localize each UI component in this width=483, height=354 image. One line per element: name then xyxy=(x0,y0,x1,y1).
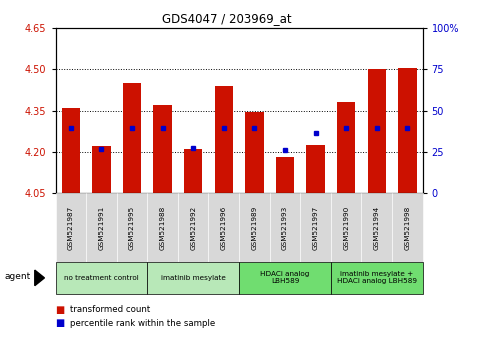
Bar xyxy=(154,105,172,193)
Text: GSM521997: GSM521997 xyxy=(313,205,319,250)
Polygon shape xyxy=(35,270,44,286)
Text: HDACi analog
LBH589: HDACi analog LBH589 xyxy=(260,272,310,284)
Text: ■: ■ xyxy=(56,305,65,315)
Text: GSM521993: GSM521993 xyxy=(282,205,288,250)
Text: no treatment control: no treatment control xyxy=(64,275,139,281)
Text: imatinib mesylate: imatinib mesylate xyxy=(161,275,226,281)
Text: GSM521989: GSM521989 xyxy=(251,205,257,250)
Bar xyxy=(184,149,202,193)
Text: GDS4047 / 203969_at: GDS4047 / 203969_at xyxy=(162,12,292,25)
Text: GSM521996: GSM521996 xyxy=(221,205,227,250)
Bar xyxy=(214,86,233,193)
Text: GSM521990: GSM521990 xyxy=(343,205,349,250)
Bar xyxy=(62,108,80,193)
Bar xyxy=(245,112,264,193)
Text: transformed count: transformed count xyxy=(70,305,150,314)
Text: ■: ■ xyxy=(56,318,65,328)
Text: GSM521987: GSM521987 xyxy=(68,205,74,250)
Bar xyxy=(398,68,416,193)
Text: percentile rank within the sample: percentile rank within the sample xyxy=(70,319,215,328)
Text: GSM521995: GSM521995 xyxy=(129,205,135,250)
Text: imatinib mesylate +
HDACi analog LBH589: imatinib mesylate + HDACi analog LBH589 xyxy=(337,272,417,284)
Text: GSM521994: GSM521994 xyxy=(374,205,380,250)
Text: GSM521992: GSM521992 xyxy=(190,205,196,250)
Bar xyxy=(276,157,294,193)
Bar xyxy=(306,145,325,193)
Bar xyxy=(337,102,355,193)
Bar xyxy=(368,69,386,193)
Bar xyxy=(92,146,111,193)
Text: agent: agent xyxy=(5,272,31,281)
Bar xyxy=(123,83,141,193)
Text: GSM521998: GSM521998 xyxy=(404,205,411,250)
Text: GSM521988: GSM521988 xyxy=(159,205,166,250)
Text: GSM521991: GSM521991 xyxy=(99,205,104,250)
